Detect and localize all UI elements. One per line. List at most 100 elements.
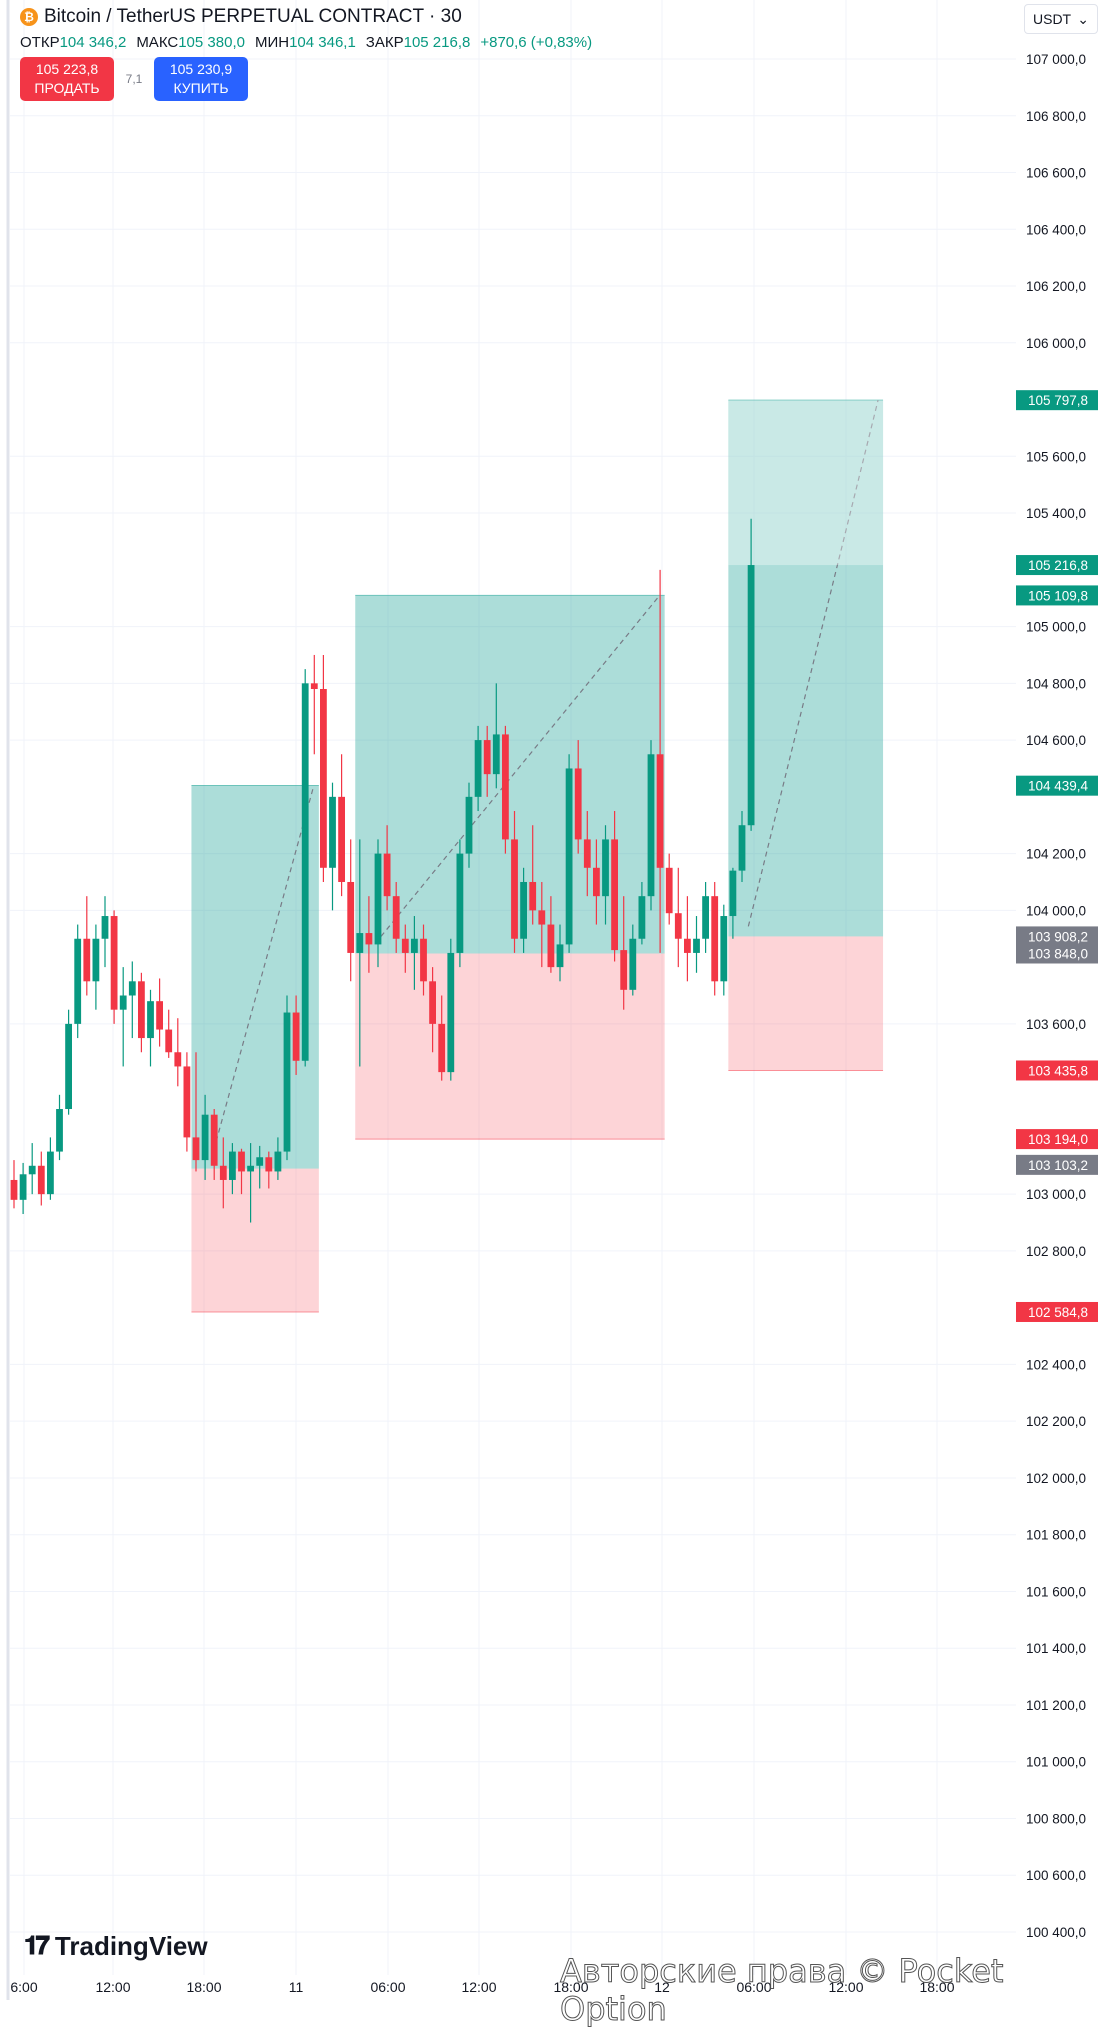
price-label-tag [1016, 585, 1098, 606]
candle-body [738, 825, 746, 871]
candle-body [574, 768, 582, 840]
y-tick-label: 104 200,0 [1026, 847, 1086, 862]
price-label-text: 103 848,0 [1028, 946, 1088, 961]
y-tick-label: 103 000,0 [1026, 1187, 1086, 1202]
price-label-text: 103 194,0 [1028, 1132, 1088, 1147]
candle-body [119, 995, 127, 1010]
low-label: МИН [254, 34, 290, 51]
candle-body [684, 938, 691, 953]
candle-body [356, 933, 364, 953]
candle-body [238, 1151, 245, 1172]
high-value: 105 380,0 [178, 34, 245, 51]
candle-body [593, 867, 600, 897]
x-tick-label: 18:00 [553, 1979, 588, 1995]
candle-body [629, 938, 637, 990]
price-label-tag [1016, 1301, 1098, 1322]
candle-body [565, 768, 573, 945]
candle-body [611, 839, 618, 951]
candle-body [192, 1137, 200, 1161]
candle-body [265, 1157, 273, 1172]
candle-body [174, 1052, 182, 1067]
tradingview-logo[interactable]: 𝟏𝟕 TradingView [24, 1930, 208, 1962]
price-label-tag [1016, 926, 1098, 947]
candle-body [37, 1165, 45, 1195]
x-tick-label: 12:00 [461, 1979, 496, 1995]
candle-body [101, 916, 109, 939]
logo-text: TradingView [54, 1930, 208, 1961]
price-label-tag [1016, 943, 1098, 964]
y-tick-label: 101 800,0 [1026, 1528, 1086, 1543]
y-tick-label: 101 000,0 [1026, 1755, 1086, 1770]
price-label-text: 104 439,4 [1028, 779, 1089, 794]
candle-body [147, 1001, 154, 1039]
time-axis[interactable]: 6:00 12:00 18:00 11 06:00 12:00 18:00 12 06:00 12… [10, 1979, 954, 1995]
y-tick-label: 106 400,0 [1026, 222, 1086, 237]
trade-path-line [374, 595, 661, 944]
candle-body [529, 881, 537, 911]
candle-body [420, 938, 427, 982]
y-tick-label: 103 600,0 [1026, 1017, 1086, 1032]
x-tick-label: 11 [289, 1979, 304, 1995]
candle-body [720, 916, 728, 982]
price-label-text: 103 103,2 [1028, 1158, 1088, 1173]
ohlc-values: ОТКР104 346,2 МАКС105 380,0 МИН104 346,1… [20, 34, 592, 51]
buy-button[interactable]: 105 230,9 КУПИТЬ [154, 57, 248, 101]
tradingview-logo-icon: 𝟏𝟕 [24, 1930, 50, 1960]
candle-body [210, 1114, 218, 1166]
price-axis[interactable]: 107 000,0 106 800,0 106 600,0 106 400,0 106 … [1026, 52, 1086, 1940]
y-tick-label: 102 200,0 [1026, 1414, 1086, 1429]
currency-select[interactable]: USDT ⌄ [1024, 4, 1098, 34]
candle-body [638, 896, 646, 939]
y-tick-label: 101 600,0 [1026, 1584, 1086, 1599]
spread-value: 7,1 [125, 72, 143, 86]
y-tick-label: 104 000,0 [1026, 903, 1086, 918]
close-label: ЗАКР [365, 34, 404, 51]
x-tick-label: 12:00 [828, 1979, 863, 1995]
trade-path-line [210, 785, 315, 1159]
candle-body [128, 981, 136, 996]
currency-value: USDT [1033, 11, 1072, 27]
candle-body [110, 916, 118, 1010]
price-label-text: 102 584,8 [1028, 1305, 1088, 1320]
copyright-watermark: Авторские права © Pocket Option [560, 1952, 1004, 2028]
symbol-header: ₿ Bitcoin / TetherUS PERPETUAL CONTRACT … [20, 4, 592, 101]
sell-label: ПРОДАТЬ [34, 80, 100, 96]
candle-body [274, 1151, 282, 1172]
x-tick-label: 12 [654, 1979, 670, 1995]
candle-body [401, 938, 409, 953]
candle-body [292, 1012, 300, 1061]
candle-body [138, 981, 145, 1039]
candle-body [283, 1012, 291, 1152]
candle-body [165, 1029, 173, 1053]
sell-price: 105 223,8 [35, 61, 99, 77]
candle-body [556, 944, 564, 968]
price-label-text: 103 435,8 [1028, 1063, 1088, 1078]
candle-body [374, 853, 382, 945]
x-tick-label: 18:00 [919, 1979, 954, 1995]
y-tick-label: 106 800,0 [1026, 109, 1086, 124]
candle-body [674, 913, 682, 939]
candle-body [547, 924, 555, 968]
x-tick-label: 6:00 [10, 1979, 37, 1995]
candle-body [365, 933, 373, 945]
x-tick-label: 06:00 [370, 1979, 405, 1995]
open-value: 104 346,2 [59, 34, 127, 51]
candle-body [602, 839, 609, 897]
candle-body [747, 565, 755, 826]
buy-label: КУПИТЬ [173, 80, 229, 96]
high-label: МАКС [136, 34, 179, 51]
candle-body [247, 1165, 254, 1172]
candle-body [456, 853, 464, 953]
candle-body [347, 881, 355, 953]
candle-body [310, 683, 318, 690]
price-label-tag [1016, 390, 1098, 411]
price-label-text: 105 216,8 [1028, 558, 1088, 573]
sell-button[interactable]: 105 223,8 ПРОДАТЬ [20, 57, 114, 101]
candle-body [201, 1114, 209, 1161]
candle-body [711, 896, 719, 982]
candle-body [729, 870, 737, 917]
x-tick-label: 12:00 [95, 1979, 130, 1995]
symbol-title[interactable]: Bitcoin / TetherUS PERPETUAL CONTRACT · … [44, 6, 462, 27]
open-label: ОТКР [20, 34, 60, 51]
